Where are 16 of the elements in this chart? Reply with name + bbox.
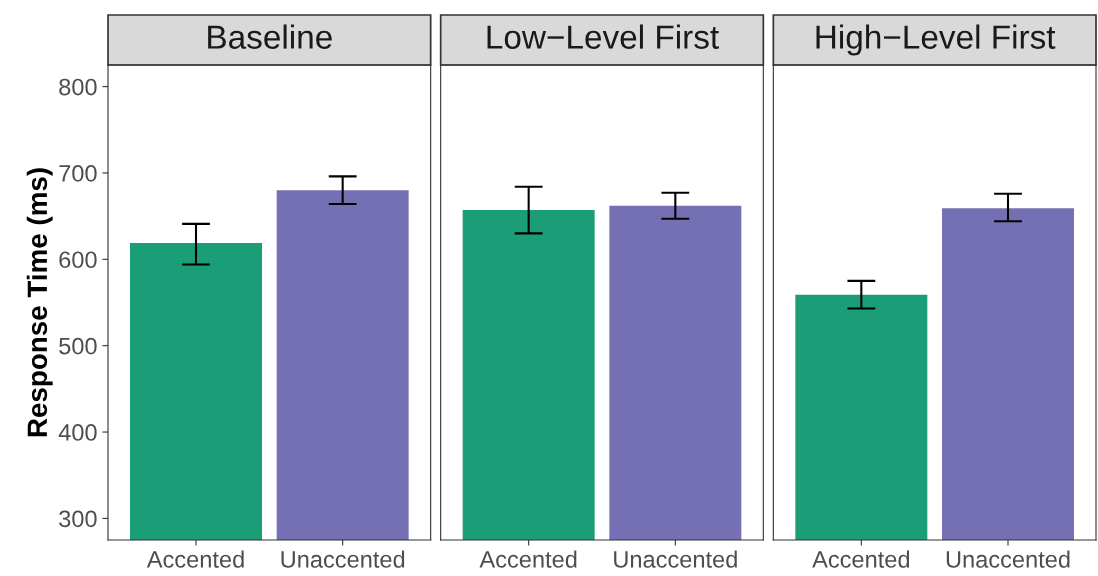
y-tick-label: 300 [59, 510, 97, 528]
x-tick-label: Accented [812, 550, 910, 568]
x-tick-label: Unaccented [614, 550, 737, 568]
y-tick-label: 800 [59, 78, 97, 96]
y-tick-label: 700 [59, 165, 97, 182]
y-tick-label: 600 [59, 251, 97, 269]
x-tick-label: Accented [146, 550, 244, 568]
y-tick-label: 400 [58, 424, 97, 441]
y-tick-label: 500 [59, 337, 97, 355]
x-tick-label: Accented [479, 550, 577, 568]
x-tick-label: Unaccented [281, 550, 405, 568]
chart-title: High−Level First [816, 24, 1056, 56]
chart-title: Baseline [208, 24, 332, 49]
y-axis-title: Response Time (ms) [26, 168, 53, 437]
chart-title: Low−Level First [487, 24, 719, 49]
x-tick-label: Unaccented [946, 550, 1070, 568]
